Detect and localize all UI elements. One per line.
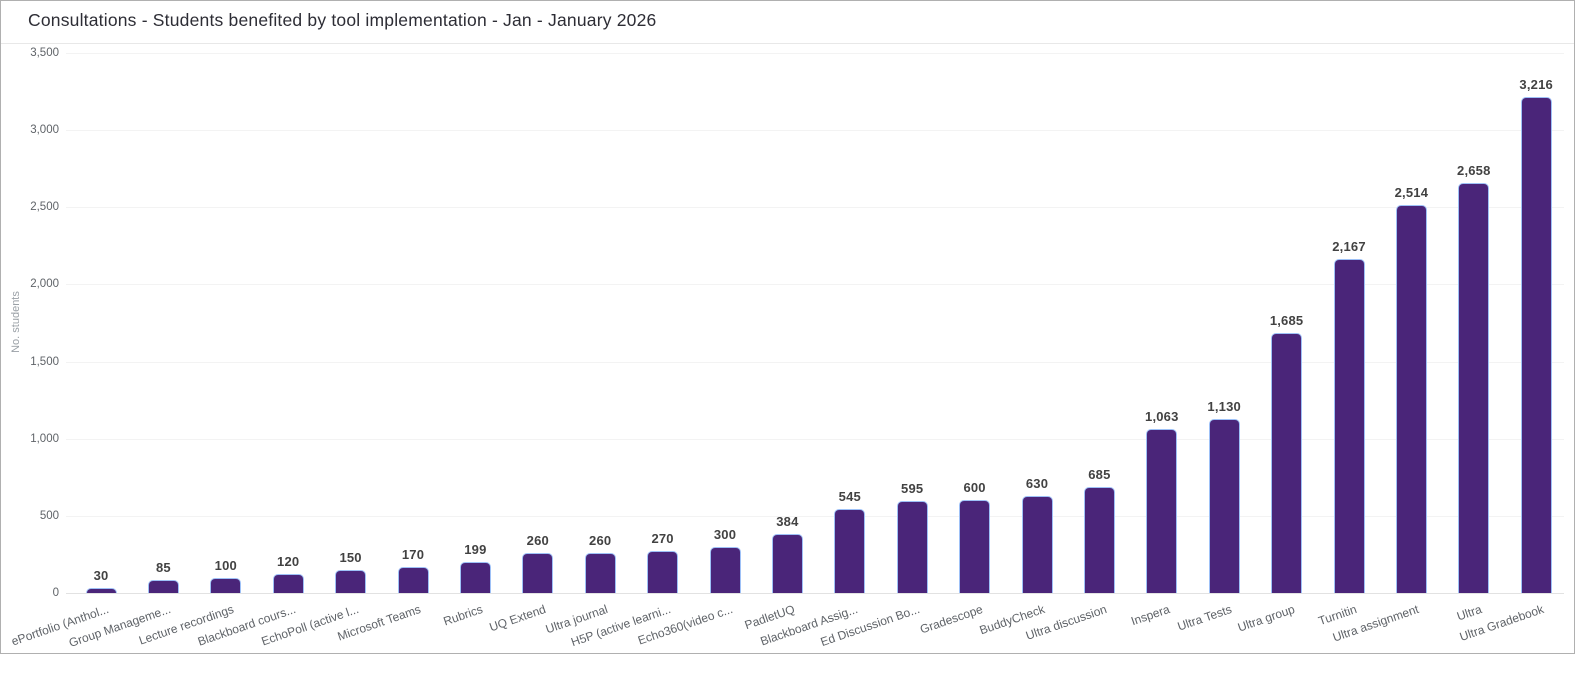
bar[interactable] xyxy=(272,574,304,593)
y-axis-title: No. students xyxy=(10,291,22,353)
bar[interactable] xyxy=(834,508,866,593)
bar[interactable] xyxy=(335,569,367,593)
bar-value-label: 170 xyxy=(401,546,425,562)
bar[interactable] xyxy=(85,588,117,593)
bar[interactable] xyxy=(709,546,741,593)
x-axis-baseline xyxy=(66,593,1564,594)
gridline xyxy=(66,361,1564,363)
bar[interactable] xyxy=(1021,495,1053,593)
bar[interactable] xyxy=(1333,258,1365,593)
bar[interactable] xyxy=(1271,333,1303,593)
gridline xyxy=(66,284,1564,286)
bar-value-label: 150 xyxy=(339,549,362,565)
chart-title: Consultations - Students benefited by to… xyxy=(28,10,657,30)
bar-value-label: 1,685 xyxy=(1269,313,1304,329)
gridline xyxy=(66,515,1564,517)
gridline xyxy=(66,53,1564,54)
bar-value-label: 30 xyxy=(93,568,109,584)
bar-value-label: 85 xyxy=(155,559,171,575)
y-tick-label: 2,500 xyxy=(30,201,59,214)
bar-value-label: 600 xyxy=(963,480,986,496)
bar[interactable] xyxy=(1146,428,1178,593)
y-tick-label: 3,000 xyxy=(30,124,59,137)
bar-value-label: 270 xyxy=(651,531,674,547)
gridline xyxy=(66,438,1564,440)
bar[interactable] xyxy=(1208,418,1240,593)
bar[interactable] xyxy=(647,551,679,593)
bar-value-label: 1,130 xyxy=(1207,398,1241,414)
bar[interactable] xyxy=(147,579,179,593)
chart-header: Consultations - Students benefited by to… xyxy=(1,1,1574,44)
bar[interactable] xyxy=(896,501,928,593)
bar[interactable] xyxy=(459,562,491,593)
bar[interactable] xyxy=(397,566,429,593)
bar-value-label: 199 xyxy=(464,542,487,558)
bar-chart-plot-area: No. students 0 500 1,000 1,500 2,000 2,500 3,0… xyxy=(1,44,1574,653)
bar-value-label: 2,514 xyxy=(1394,185,1429,201)
bar-value-label: 545 xyxy=(838,488,861,504)
bar[interactable] xyxy=(1083,487,1115,593)
y-tick-label: 500 xyxy=(39,509,59,522)
y-tick-label: 2,000 xyxy=(30,278,59,291)
chart-card: Consultations - Students benefited by to… xyxy=(0,0,1575,654)
bar-value-label: 384 xyxy=(776,513,799,529)
bar-value-label: 260 xyxy=(526,532,549,548)
bar[interactable] xyxy=(1458,182,1490,593)
bar[interactable] xyxy=(210,577,242,593)
y-tick-label: 1,500 xyxy=(30,355,59,368)
bar-value-label: 260 xyxy=(589,532,612,548)
bar[interactable] xyxy=(959,500,991,593)
bar[interactable] xyxy=(1395,205,1427,593)
bar-value-label: 630 xyxy=(1025,475,1049,491)
bar-value-label: 120 xyxy=(277,554,300,570)
gridline xyxy=(66,130,1564,132)
y-tick-label: 1,000 xyxy=(30,432,59,445)
bar-value-label: 595 xyxy=(901,481,924,497)
y-tick-label: 3,500 xyxy=(30,47,59,59)
bar[interactable] xyxy=(1520,96,1552,593)
bar[interactable] xyxy=(584,552,616,593)
bar-value-label: 2,167 xyxy=(1332,238,1366,254)
y-tick-label: 0 xyxy=(52,587,59,599)
bar-value-label: 1,063 xyxy=(1145,408,1179,424)
bar[interactable] xyxy=(771,533,803,593)
bar-value-label: 685 xyxy=(1088,467,1111,483)
gridline xyxy=(66,207,1564,209)
bar-value-label: 300 xyxy=(713,526,737,542)
bar-value-label: 2,658 xyxy=(1457,162,1491,178)
bar-value-label: 100 xyxy=(214,557,237,573)
bar-value-label: 3,216 xyxy=(1519,76,1553,92)
bar[interactable] xyxy=(522,552,554,593)
